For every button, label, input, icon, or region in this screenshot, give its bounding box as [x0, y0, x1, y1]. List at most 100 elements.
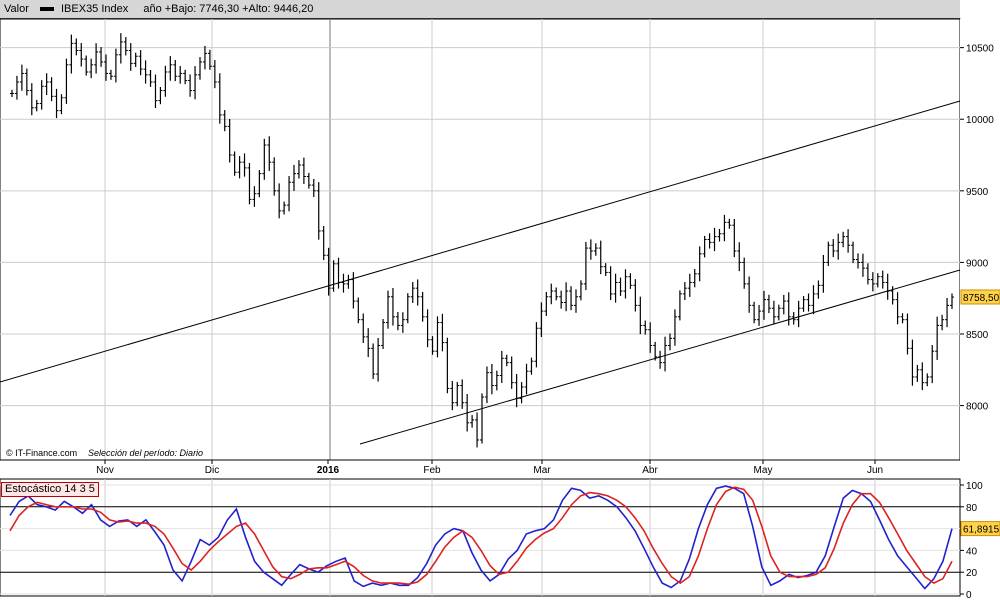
- x-tick-label: Feb: [423, 465, 441, 476]
- x-axis-strip: [0, 460, 1000, 477]
- ohlc-bar: [776, 304, 781, 321]
- stochastic-panel: 10080604020061,8915: [0, 478, 1000, 600]
- ohlc-bar: [158, 87, 163, 105]
- ohlc-bar: [395, 311, 400, 331]
- ohlc-bar: [381, 318, 386, 350]
- ohlc-bar: [311, 178, 316, 197]
- price-axis-area: [960, 19, 1000, 460]
- ohlc-bar: [509, 356, 514, 389]
- ohlc-bar: [356, 297, 361, 324]
- ohlc-bar: [860, 253, 865, 277]
- ohlc-bar: [950, 293, 954, 309]
- stoch-d-line: [9, 486, 953, 586]
- ohlc-bar: [856, 253, 860, 269]
- ohlc-bar: [44, 73, 49, 96]
- ohlc-bar: [920, 362, 925, 391]
- ohlc-bar: [638, 296, 643, 335]
- ohlc-bar: [484, 366, 489, 404]
- x-tick-label: May: [754, 465, 773, 476]
- ohlc-bar: [836, 233, 841, 260]
- ohlc-bar: [445, 337, 450, 394]
- ohlc-bar: [212, 60, 217, 89]
- ohlc-bar: [811, 285, 816, 315]
- ohlc-bar: [846, 229, 851, 253]
- stoch-last-value-box: [960, 521, 1000, 537]
- ohlc-bar: [89, 58, 94, 79]
- ohlc-bar: [292, 164, 296, 191]
- ohlc-bar: [816, 280, 821, 299]
- ohlc-bar: [499, 350, 504, 383]
- ohlc-bar: [539, 302, 544, 338]
- ohlc-bar: [113, 48, 118, 83]
- ohlc-bar: [578, 280, 583, 301]
- ohlc-bar: [425, 309, 430, 348]
- ohlc-bar: [99, 47, 104, 67]
- ohlc-bar: [104, 54, 108, 81]
- ohlc-bar: [806, 293, 811, 312]
- ohlc-bar: [618, 277, 623, 296]
- ohlc-bar: [494, 370, 499, 391]
- ohlc-bar: [84, 55, 89, 76]
- ohlc-bar: [692, 268, 697, 288]
- ohlc-bar: [608, 266, 613, 301]
- ohlc-bar: [687, 273, 692, 297]
- ohlc-bar: [29, 83, 34, 116]
- ohlc-bar: [707, 233, 712, 249]
- ohlc-bar: [262, 138, 267, 180]
- stochastic-title: Estocástico 14 3 5: [1, 482, 99, 497]
- ohlc-bar: [316, 182, 321, 240]
- ohlc-bar: [94, 43, 99, 74]
- ohlc-bar: [267, 136, 272, 171]
- ohlc-bar: [554, 287, 559, 301]
- price-panel: 10500 10000 9500 9000 8500 8000 Nov Dic 2016 Feb M…: [0, 18, 1000, 477]
- ohlc-bar: [188, 74, 193, 97]
- ohlc-bar: [410, 282, 415, 303]
- ohlc-bar: [489, 363, 494, 395]
- ohlc-bar: [435, 316, 440, 358]
- ohlc-bar: [826, 241, 831, 266]
- ohlc-bar: [742, 257, 747, 289]
- ohlc-bar: [301, 157, 306, 184]
- header-valor-label: Valor: [4, 3, 29, 15]
- ohlc-bar: [178, 65, 183, 84]
- stoch-y-tick-label: 20: [966, 568, 978, 579]
- ohlc-bar: [133, 52, 138, 67]
- ohlc-bar: [559, 290, 564, 309]
- ohlc-bar: [672, 309, 677, 346]
- ohlc-bar: [69, 34, 74, 74]
- ohlc-bar: [59, 94, 64, 115]
- ohlc-bar: [123, 37, 128, 56]
- ohlc-bar: [598, 240, 603, 275]
- footer-selection: Selección del período: Diario: [88, 448, 203, 458]
- ohlc-bar: [831, 239, 836, 258]
- ohlc-bar: [653, 341, 658, 361]
- ohlc-bar: [717, 228, 722, 242]
- ohlc-bar: [682, 282, 687, 301]
- ohlc-bar: [64, 58, 69, 104]
- ohlc-bar: [460, 379, 465, 409]
- ohlc-bar: [400, 312, 405, 333]
- ohlc-bar: [737, 242, 742, 272]
- ohlc-bar: [296, 160, 301, 179]
- ohlc-bar: [747, 276, 752, 313]
- ohlc-bar: [420, 291, 425, 322]
- ohlc-bar: [143, 60, 148, 84]
- ohlc-bar: [405, 293, 410, 324]
- ohlc-bar: [326, 247, 331, 296]
- ohlc-bar: [361, 313, 366, 344]
- ohlc-bar: [49, 77, 54, 102]
- ohlc-bar: [880, 270, 885, 289]
- ohlc-bar: [306, 172, 311, 189]
- ohlc-bar: [168, 56, 173, 81]
- ohlc-bar: [549, 283, 554, 305]
- ohlc-bar: [450, 380, 455, 411]
- ohlc-bar: [915, 364, 920, 382]
- ohlc-bar: [153, 74, 158, 109]
- ohlc-bar: [727, 218, 732, 229]
- ohlc-bar: [905, 313, 910, 355]
- ohlc-bar: [366, 328, 371, 358]
- ohlc-bar: [534, 322, 539, 368]
- trend-channel-upper: [0, 100, 961, 383]
- ohlc-bar: [455, 381, 460, 407]
